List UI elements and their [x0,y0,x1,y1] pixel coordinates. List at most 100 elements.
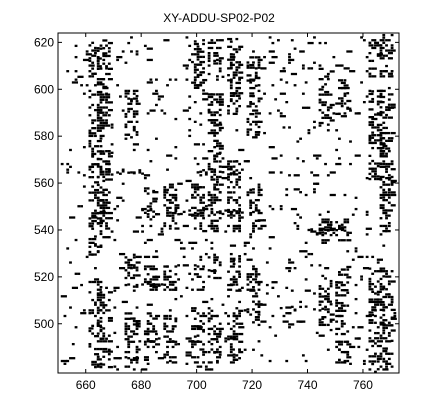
heatmap-cell [227,109,230,112]
heatmap-cell [371,344,375,348]
y-tick-label: 620 [34,35,54,49]
heatmap-cell [340,294,344,297]
heatmap-cell [130,136,133,139]
heatmap-cell [99,165,103,169]
heatmap-cell [385,147,391,150]
heatmap-cell [385,183,391,186]
heatmap-cell [213,157,217,161]
heatmap-cell [271,314,275,318]
heatmap-cell [321,103,327,107]
heatmap-cell [379,288,385,291]
heatmap-cell [374,162,377,165]
heatmap-cell [379,301,385,304]
heatmap-cell [193,211,197,215]
heatmap-cell [99,219,105,222]
heatmap-cell [376,53,383,56]
heatmap-cell [343,86,350,90]
heatmap-cell [166,209,169,212]
heatmap-cell [135,345,139,349]
heatmap-cell [382,350,388,353]
heatmap-cell [268,359,272,363]
heatmap-cell [368,41,372,44]
heatmap-cell [379,131,383,135]
heatmap-cell [185,199,189,202]
heatmap-cell [196,312,200,315]
x-axis: 660 680 700 720 740 760 [76,33,373,392]
heatmap-cell [138,171,142,174]
heatmap-cell [99,230,103,233]
heatmap-cell [229,63,235,67]
heatmap-cell [135,100,139,103]
heatmap-cell [166,154,173,157]
heatmap-cell [213,350,219,354]
heatmap-cell [127,133,131,136]
heatmap-cell [127,171,131,174]
x-tick-label: 760 [353,378,373,392]
heatmap-cell [371,362,375,366]
heatmap-cell [174,288,178,291]
heatmap-cell [249,213,253,216]
heatmap-cell [207,108,211,112]
heatmap-cell [335,345,339,349]
heatmap-cell [216,54,219,57]
heatmap-cell [227,186,230,189]
heatmap-cell [376,258,383,261]
heatmap-cell [249,206,253,210]
heatmap-cell [99,326,103,329]
heatmap-cell [60,359,67,363]
heatmap-cell [379,128,383,132]
heatmap-cell [332,112,336,115]
heatmap-cell [338,294,341,297]
y-tick-label: 600 [34,82,54,96]
heatmap-cell [96,90,102,94]
heatmap-cell [146,205,152,208]
heatmap-cell [105,96,111,99]
heatmap-cell [360,275,363,278]
heatmap-cell [324,267,330,270]
heatmap-cell [387,188,391,191]
heatmap-cell [146,327,150,331]
heatmap-cell [387,137,391,140]
heatmap-cell [99,116,103,120]
heatmap-cell [326,108,330,112]
heatmap-cell [94,108,97,112]
heatmap-cell [135,283,139,287]
heatmap-cell [127,89,131,93]
heatmap-cell [99,134,105,138]
heatmap-cell [376,261,380,264]
heatmap-cell [238,214,242,217]
heatmap-cell [91,165,95,169]
heatmap-cell [387,293,391,296]
heatmap-cell [227,210,234,214]
heatmap-cell [182,247,186,250]
heatmap-cell [168,280,172,284]
heatmap-cell [102,52,108,55]
heatmap-cell [390,308,396,312]
heatmap-cell [338,273,344,276]
heatmap-cell [199,224,203,228]
heatmap-cell [293,84,297,87]
heatmap-cell [246,131,250,134]
heatmap-cell [343,79,347,82]
heatmap-cell [376,177,382,181]
heatmap-cell [310,252,314,256]
heatmap-cell [379,70,383,73]
heatmap-cell [354,154,361,157]
heatmap-cell [240,168,244,171]
heatmap-cell [96,309,102,312]
heatmap-cell [329,318,335,321]
heatmap-cell [96,62,100,65]
heatmap-cell [324,93,327,96]
heatmap-cell [207,41,211,44]
heatmap-cell [143,174,151,177]
heatmap-cell [304,81,308,84]
heatmap-cell [379,298,383,301]
heatmap-cell [110,143,114,146]
heatmap-cell [238,357,242,360]
heatmap-cell [91,119,97,122]
heatmap-cell [77,171,81,174]
heatmap-cell [155,338,158,341]
heatmap-cell [143,241,147,244]
heatmap-cell [329,228,335,232]
heatmap-cell [124,322,128,325]
